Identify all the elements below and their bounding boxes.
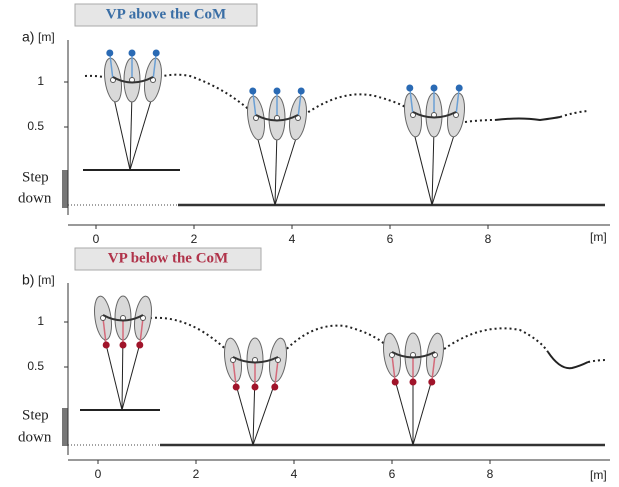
- trunk: [112, 76, 154, 84]
- vp-line: [152, 52, 157, 81]
- step-bar: [62, 408, 68, 446]
- x-tick-label: 8: [487, 467, 494, 481]
- y-unit: [m]: [38, 30, 55, 44]
- vp-line: [297, 90, 302, 119]
- vp-dot: [106, 49, 114, 57]
- leg: [255, 131, 276, 206]
- vp-dot: [102, 341, 110, 349]
- com-path: [149, 316, 549, 357]
- leg: [274, 131, 299, 206]
- vp-dot: [273, 87, 281, 95]
- x-unit: [m]: [590, 468, 607, 482]
- title-box: [74, 3, 258, 27]
- leg: [431, 128, 457, 206]
- vp-line: [274, 359, 279, 388]
- vp-dot: [406, 84, 414, 92]
- vp-dot: [152, 49, 160, 57]
- vp-dot: [136, 341, 144, 349]
- vp-dot: [430, 84, 438, 92]
- vp-dot: [271, 383, 279, 391]
- vp-line: [409, 87, 414, 116]
- panel-title: VP above the CoM: [106, 6, 226, 22]
- vp-line: [391, 354, 396, 383]
- leg: [129, 93, 133, 171]
- panel-label: b): [22, 272, 34, 288]
- panel-label: a): [22, 29, 34, 45]
- y-tick-label: 0.5: [27, 119, 44, 133]
- vp-dot: [391, 378, 399, 386]
- vp-dot: [232, 383, 240, 391]
- step-label: Step: [22, 169, 49, 185]
- y-unit: [m]: [38, 273, 55, 287]
- title-box: [74, 247, 262, 271]
- vp-dot: [297, 87, 305, 95]
- x-tick-label: 4: [289, 232, 296, 246]
- vp-dot: [128, 49, 136, 57]
- vp-dot: [409, 378, 417, 386]
- trunk: [102, 314, 144, 322]
- leg: [412, 128, 433, 206]
- trunk: [232, 356, 279, 364]
- vp-line: [252, 90, 257, 119]
- step-label: down: [18, 429, 52, 445]
- vp-line: [455, 87, 460, 116]
- y-tick-label: 0.5: [27, 359, 44, 373]
- x-tick-label: 6: [389, 467, 396, 481]
- vp-dot: [249, 87, 257, 95]
- step-label: Step: [22, 407, 49, 423]
- vp-line: [232, 359, 237, 388]
- trunk: [391, 351, 436, 359]
- com-path: [587, 359, 607, 363]
- y-tick-label: 1: [37, 74, 44, 88]
- vp-line: [139, 317, 144, 346]
- com-path: [559, 110, 589, 118]
- x-tick-label: 0: [95, 467, 102, 481]
- vp-line: [109, 52, 114, 81]
- vp-line: [102, 317, 107, 346]
- x-tick-label: 2: [191, 232, 198, 246]
- vp-dot: [428, 378, 436, 386]
- x-tick-label: 6: [387, 232, 394, 246]
- trunk: [412, 111, 457, 119]
- x-unit: [m]: [590, 230, 607, 244]
- vp-dot: [119, 341, 127, 349]
- vp-dot: [455, 84, 463, 92]
- com-path: [84, 73, 496, 123]
- vp-line: [431, 354, 436, 383]
- leg: [431, 128, 435, 206]
- x-tick-label: 2: [193, 467, 200, 481]
- x-tick-label: 8: [485, 232, 492, 246]
- step-label: down: [18, 190, 52, 206]
- x-tick-label: 4: [291, 467, 298, 481]
- step-bar: [62, 170, 68, 208]
- com-path: [494, 116, 561, 122]
- y-tick-label: 1: [37, 314, 44, 328]
- com-path: [547, 351, 589, 370]
- leg: [129, 93, 154, 171]
- vp-dot: [251, 383, 259, 391]
- leg: [274, 131, 278, 206]
- leg: [112, 93, 131, 171]
- trunk: [255, 114, 299, 122]
- x-tick-label: 0: [93, 232, 100, 246]
- panel-title: VP below the CoM: [108, 250, 228, 266]
